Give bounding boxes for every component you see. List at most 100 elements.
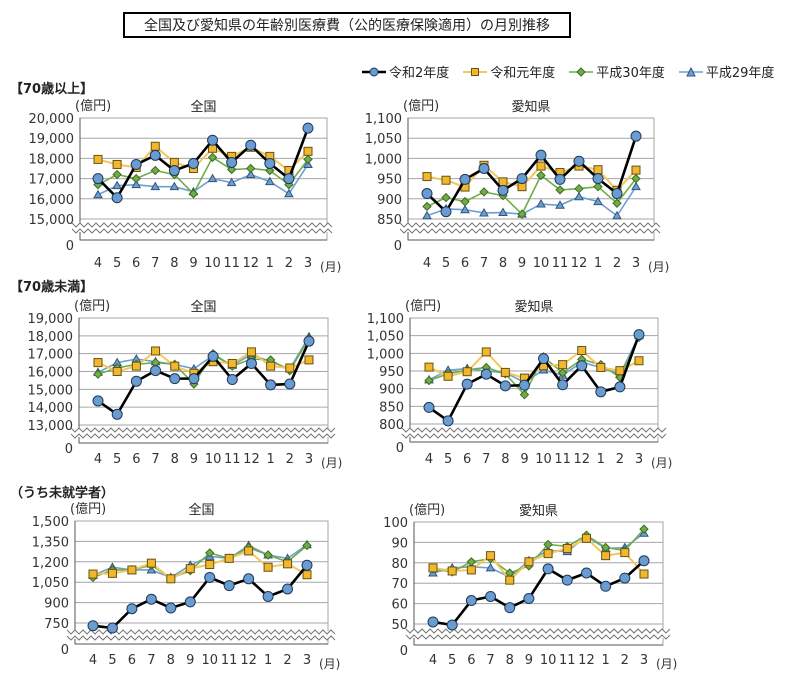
data-point	[486, 551, 496, 561]
data-point	[422, 210, 432, 220]
y-tick-label: 18,000	[28, 330, 74, 345]
data-point	[557, 379, 569, 391]
data-point	[224, 553, 234, 563]
x-unit-label: (月)	[651, 456, 672, 470]
y-tick-label: 19,000	[28, 312, 74, 327]
data-point	[92, 395, 104, 407]
data-point	[207, 350, 219, 362]
x-tick-label: 8	[499, 256, 507, 271]
axis-break-wave	[70, 427, 336, 433]
data-point	[504, 602, 516, 614]
data-point	[465, 595, 477, 607]
data-point	[150, 365, 162, 377]
data-point	[536, 170, 546, 181]
y-tick-label: 950	[377, 173, 402, 188]
y-tick-label: 850	[379, 400, 404, 415]
data-point	[619, 572, 631, 584]
x-tick-label: 1	[264, 653, 272, 668]
y-tick-label-zero: 0	[66, 239, 74, 254]
data-point	[112, 159, 122, 169]
x-tick-label: 1	[597, 452, 605, 467]
data-point	[554, 173, 566, 185]
data-point	[447, 566, 457, 576]
axis-break-wave	[401, 433, 667, 439]
data-point	[266, 361, 276, 371]
axis-break-wave	[401, 427, 667, 433]
data-point	[497, 184, 509, 196]
x-tick-label: 8	[501, 452, 509, 467]
x-tick-label: 1	[266, 256, 274, 271]
data-point	[263, 550, 273, 560]
y-tick-label: 80	[391, 557, 408, 572]
y-tick-label: 90	[391, 536, 408, 551]
data-point	[639, 524, 649, 534]
data-point	[614, 381, 626, 393]
data-point	[422, 201, 432, 212]
data-point	[424, 362, 434, 372]
x-tick-label: 7	[147, 653, 155, 668]
x-tick-label: 9	[189, 256, 197, 271]
axis-break-gap	[405, 224, 661, 232]
x-tick-label: 10	[204, 256, 221, 271]
x-tick-label: 2	[613, 256, 621, 271]
data-point	[130, 375, 142, 387]
x-tick-label: 3	[305, 452, 313, 467]
x-tick-label: 4	[89, 653, 97, 668]
data-point	[185, 564, 195, 574]
x-unit-label: (月)	[656, 657, 677, 671]
y-tick-label: 950	[379, 365, 404, 380]
x-tick-label: 6	[461, 256, 469, 271]
data-point	[631, 181, 641, 191]
data-point	[631, 165, 641, 175]
x-tick-label: 5	[448, 653, 456, 668]
triangle-marker-icon	[678, 66, 703, 76]
data-point	[535, 149, 547, 161]
x-tick-label: 5	[113, 256, 121, 271]
x-tick-label: 5	[442, 256, 450, 271]
data-point	[92, 173, 104, 185]
data-point	[441, 192, 451, 203]
x-tick-label: 8	[167, 653, 175, 668]
data-point	[479, 187, 489, 197]
y-tick-label-zero: 0	[400, 644, 408, 659]
data-point	[428, 563, 438, 573]
data-point	[499, 380, 511, 392]
x-tick-label: 9	[186, 653, 194, 668]
x-tick-label: 10	[540, 653, 557, 668]
x-tick-label: 3	[632, 256, 640, 271]
x-tick-label: 11	[223, 256, 240, 271]
data-point	[460, 196, 470, 207]
axis-break-wave	[405, 628, 671, 634]
data-point	[126, 603, 138, 615]
y-tick-label: 17,000	[29, 173, 75, 188]
data-point	[638, 555, 650, 567]
chart-title: 愛知県	[519, 503, 558, 519]
legend-label: 平成30年度	[596, 66, 665, 81]
x-tick-label: 12	[578, 653, 595, 668]
data-point	[536, 161, 546, 171]
data-point	[498, 207, 508, 217]
data-point	[184, 596, 196, 608]
y-unit-label: (億円)	[70, 501, 106, 517]
data-point	[562, 544, 572, 554]
y-tick-label: 15,000	[29, 213, 75, 228]
axis-break-wave	[70, 433, 336, 439]
data-point	[88, 569, 98, 579]
x-tick-label: 2	[285, 256, 293, 271]
x-tick-label: 2	[283, 653, 291, 668]
data-point	[443, 371, 453, 381]
data-point	[111, 192, 123, 204]
y-tick-label: 70	[391, 577, 408, 592]
data-point	[112, 367, 122, 376]
data-point	[462, 367, 472, 377]
y-tick-label: 14,000	[28, 401, 74, 416]
x-tick-label: 10	[535, 452, 552, 467]
x-unit-label: (月)	[320, 260, 341, 274]
data-point	[612, 198, 622, 208]
data-point	[245, 169, 256, 179]
data-point	[107, 568, 117, 578]
data-point	[112, 180, 122, 190]
data-point	[536, 199, 546, 208]
data-point	[187, 157, 199, 169]
